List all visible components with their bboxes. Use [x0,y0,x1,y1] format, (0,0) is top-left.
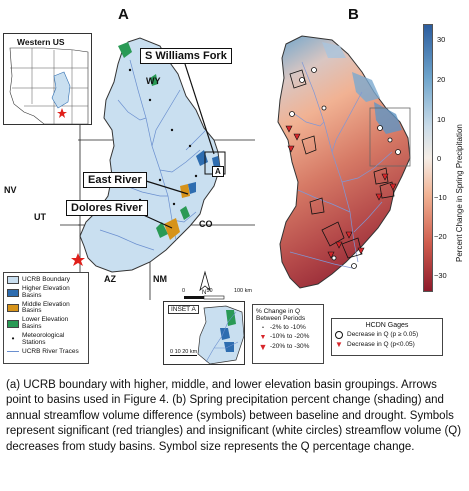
colorbar-tick: −10 [434,193,447,202]
legend-label: Higher Elevation Basins [22,285,70,299]
state-label-nm: NM [153,274,167,284]
lower-basin [150,74,158,86]
state-label-nv: NV [4,185,17,195]
hcdn-legend-label: Decrease in Q (p ≥ 0.05) [347,330,419,338]
state-label-az: AZ [104,274,116,284]
scale-tick: 50 [206,288,213,294]
higher-basin [212,156,220,168]
colorbar-tick: −20 [434,232,447,241]
colorbar-tick: 20 [437,75,446,84]
middle-basin [180,184,190,198]
legend-label: Meteorological Stations [22,331,65,346]
scale-tick: 0 [182,288,186,294]
panel-a-legend: UCRB Boundary Higher Elevation Basins Mi… [3,272,89,364]
q-legend-row: • -2% to -10% [256,324,320,332]
red-star-icon [57,108,67,118]
lower-basin [118,42,132,58]
legend-label: Middle Elevation Basins [22,300,70,315]
callout-s-williams-fork: S Williams Fork [140,48,232,64]
legend-row-higher: Higher Elevation Basins [7,285,85,300]
hcdn-legend-row: Decrease in Q (p ≥ 0.05) [335,331,439,339]
legend-swatch [7,320,19,329]
state-label-wy: WY [146,76,161,86]
colorbar-tick: 0 [437,154,442,163]
q-legend-row: ▼ -10% to -20% [256,333,320,341]
river-line-icon [7,351,19,353]
panel-b-inset-box [369,107,411,167]
medium-triangle-icon: ▼ [259,333,267,341]
state-label-co: CO [199,219,213,229]
north-arrow-icon [199,270,211,292]
lower-basin [156,222,168,238]
legend-row-middle: Middle Elevation Basins [7,300,85,316]
station-dot-icon: • [11,334,15,344]
middle-basin [164,218,180,240]
hcdn-legend-label: Decrease in Q (p<0.05) [347,340,415,348]
western-us-inset: Western US [3,33,92,125]
inset-a-map [197,305,245,365]
panel-a-letter: A [118,6,129,23]
figure-caption: (a) UCRB boundary with higher, middle, a… [6,379,462,453]
higher-basin [188,182,196,194]
panel-b-letter: B [348,6,359,23]
inset-a-title: INSET A [168,305,199,314]
north-label: N [202,290,207,296]
hcdn-legend-title: HCDN Gages [365,322,409,329]
panel-b-map [277,35,411,289]
legend-label: UCRB Boundary [22,275,71,283]
inset-box-label: A [212,166,224,177]
q-change-legend: % Change in Q Between Periods • -2% to -… [252,304,324,364]
western-us-title: Western US [17,37,65,47]
western-us-map [9,47,89,125]
colorbar [423,24,433,292]
legend-row-ucrb: UCRB Boundary [7,276,85,284]
small-triangle-icon: • [262,324,264,331]
scale-tick: 100 km [233,288,252,294]
inset-a-scale: 0 10 20 km [170,349,198,356]
colorbar-label: Percent Change in Spring Precipitation [455,124,464,262]
legend-label: Lower Elevation Basins [22,316,69,331]
state-label-ut: UT [34,212,46,222]
scale-ticks: 0 50 100 km [182,288,252,294]
q-legend-label: -10% to -20% [270,333,310,341]
q-legend-row: ▼ -20% to -30% [256,342,320,353]
colorbar-tick: 10 [437,115,446,124]
colorbar-tick: −30 [434,271,447,280]
q-legend-label: -2% to -10% [270,324,306,331]
lower-basin [180,206,190,220]
callout-dolores-river: Dolores River [66,200,148,216]
q-legend-title: % Change in Q Between Periods [256,308,306,322]
white-circle-icon [335,331,343,339]
red-star-marker [71,253,85,266]
inset-a: INSET A 0 10 20 km [163,301,245,365]
legend-row-rivers: UCRB River Traces [7,347,85,356]
legend-row-lower: Lower Elevation Basins [7,316,85,331]
ucrb-precip-surface [277,35,411,289]
colorbar-tick: 30 [437,35,446,44]
legend-swatch [7,304,19,313]
legend-label: UCRB River Traces [22,347,79,355]
q-legend-label: -20% to -30% [270,343,310,351]
hcdn-legend: HCDN Gages Decrease in Q (p ≥ 0.05) ▼ De… [331,318,443,356]
legend-row-stations: • Meteorological Stations [7,331,85,347]
hcdn-legend-row: ▼ Decrease in Q (p<0.05) [335,340,439,349]
callout-east-river: East River [83,172,147,188]
large-triangle-icon: ▼ [258,342,268,353]
red-triangle-icon: ▼ [335,340,343,349]
legend-swatch [7,276,19,284]
legend-swatch [7,288,19,297]
